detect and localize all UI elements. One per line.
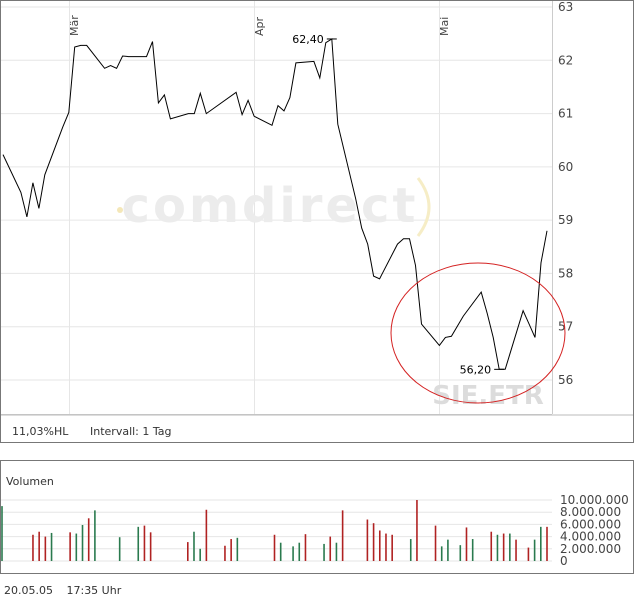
price-chart-frame [0,0,634,443]
watermark-dot [117,207,123,213]
month-label: Mär [68,15,81,36]
price-y-tick-label: 56 [558,373,573,387]
price-y-tick-label: 63 [558,0,573,14]
price-annotations: 62,40 56,20 [292,33,505,376]
watermark-arc [416,177,431,237]
annotation-label: 56,20 [460,363,492,376]
chart-canvas: comdirect SIE.ETR 56 57 58 59 60 61 62 63 Mär Ap… [0,0,634,574]
price-y-tick-label: 57 [558,320,573,334]
price-y-tick-label: 62 [558,53,573,67]
volume-y-tick-label: 2.000.000 [560,542,621,556]
symbol-watermark: SIE.ETR [432,381,544,411]
volume-chart: Volumen 02.000.0004.000.0006.000.0008.00… [0,460,634,574]
price-line [2,38,548,370]
price-chart: comdirect SIE.ETR 56 57 58 59 60 61 62 63 Mär Ap… [0,0,634,443]
price-y-tick-label: 59 [558,213,573,227]
volume-y-axis: 02.000.0004.000.0006.000.0008.000.00010.… [560,493,629,568]
month-label: Apr [253,16,266,36]
volume-y-tick-label: 0 [560,554,568,568]
price-y-tick-label: 60 [558,160,573,174]
footer-time: 17:35 Uhr [66,584,122,597]
change-info: 11,03%HL [12,425,69,438]
footer-date: 20.05.05 [4,584,53,597]
volume-bars [1,500,548,561]
annotation-label: 62,40 [292,33,324,46]
price-y-tick-label: 61 [558,107,573,121]
volume-y-tick-label: 8.000.000 [560,505,621,519]
footer-timestamp: 20.05.05 17:35 Uhr [4,584,131,597]
month-label: Mai [438,17,451,36]
month-labels: Mär Apr Mai [68,15,451,36]
volume-y-tick-label: 10.000.000 [560,493,629,507]
price-gridlines [1,6,552,381]
volume-y-tick-label: 4.000.000 [560,530,621,544]
volume-title: Volumen [6,475,54,488]
price-y-tick-label: 58 [558,266,573,280]
volume-y-tick-label: 6.000.000 [560,517,621,531]
highlight-ellipse [390,262,566,404]
comdirect-watermark: comdirect [122,178,419,234]
price-y-axis: 56 57 58 59 60 61 62 63 [558,0,573,387]
interval-info: Intervall: 1 Tag [90,425,172,438]
